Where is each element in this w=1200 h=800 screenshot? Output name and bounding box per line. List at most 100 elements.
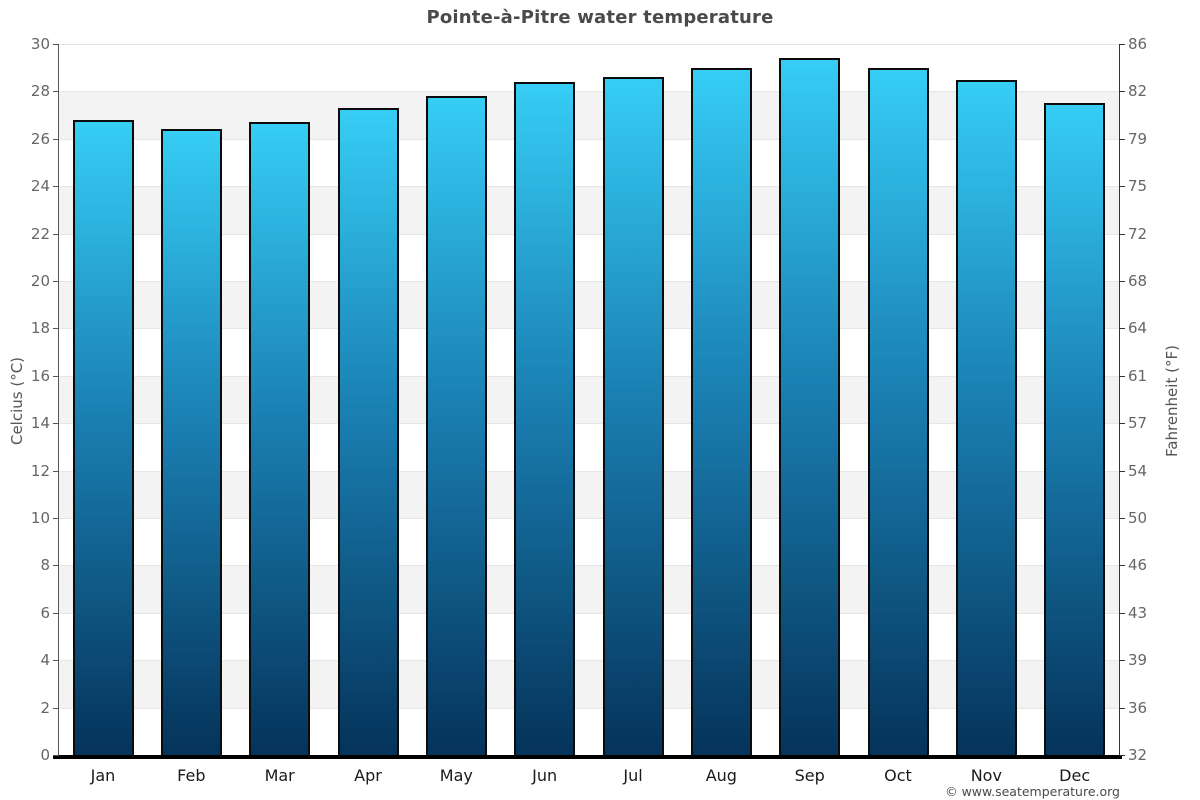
fahrenheit-tick-mark [1119,44,1125,45]
fahrenheit-tick-50: 50 [1128,509,1148,527]
bar-nov [956,79,1017,755]
fahrenheit-tick-39: 39 [1128,651,1148,670]
fahrenheit-tick-mark [1119,233,1125,235]
plot-area [59,44,1119,755]
fahrenheit-tick-mark [1119,423,1125,425]
right-axis-title: Fahrenheit (°F) [1163,345,1181,457]
grid-band [59,233,1119,281]
celsius-tick-14: 14 [30,414,50,433]
bar-may [426,96,487,755]
grid-band [59,565,1119,613]
grid-band [59,660,1119,708]
celsius-tick-20: 20 [30,272,50,290]
fahrenheit-tick-mark [1119,612,1125,614]
celsius-tick-26: 26 [30,129,50,148]
celsius-tick-22: 22 [30,224,50,243]
celsius-tick-16: 16 [30,366,50,385]
x-axis-line [53,755,1122,759]
fahrenheit-tick-72: 72 [1128,224,1148,243]
fahrenheit-tick-64: 64 [1128,319,1148,338]
celsius-tick-mark [53,755,59,756]
celsius-tick-mark [53,138,59,140]
celsius-tick-18: 18 [30,319,50,338]
celsius-tick-mark [53,44,59,45]
month-label-jun: Jun [532,766,558,785]
fahrenheit-tick-79: 79 [1128,129,1148,148]
celsius-tick-24: 24 [30,177,50,196]
celsius-tick-mark [53,518,59,519]
fahrenheit-tick-36: 36 [1128,698,1148,717]
grid-band [59,328,1119,376]
fahrenheit-tick-86: 86 [1128,35,1148,53]
bar-apr [337,107,399,755]
celsius-tick-mark [53,707,59,709]
month-label-mar: Mar [264,766,295,785]
grid-band [59,91,1119,139]
celsius-tick-mark [53,91,59,93]
fahrenheit-tick-mark [1119,470,1125,472]
fahrenheit-tick-mark [1119,138,1125,140]
fahrenheit-tick-46: 46 [1128,556,1148,575]
fahrenheit-tick-mark [1119,91,1125,93]
bar-feb [161,129,222,755]
month-label-feb: Feb [177,766,206,785]
celsius-tick-30: 30 [30,35,50,53]
celsius-tick-mark [53,660,59,662]
fahrenheit-tick-75: 75 [1128,177,1148,196]
month-label-apr: Apr [354,766,382,785]
celsius-tick-2: 2 [40,698,50,717]
left-axis-title: Celcius (°C) [8,356,26,446]
celsius-tick-mark [53,281,59,282]
celsius-tick-mark [53,375,59,377]
grid-band [59,612,1119,661]
chart-title: Pointe-à-Pitre water temperature [426,7,774,28]
celsius-tick-mark [53,470,59,472]
celsius-tick-28: 28 [30,82,50,101]
month-label-jul: Jul [623,766,643,785]
celsius-tick-12: 12 [30,461,50,480]
celsius-tick-4: 4 [40,651,50,670]
month-label-dec: Dec [1059,766,1091,785]
bar-mar [249,122,311,755]
celsius-tick-6: 6 [40,603,50,622]
celsius-tick-mark [53,328,59,330]
copyright-text: © www.seatemperature.org [945,784,1120,799]
left-y-axis-line [58,44,59,756]
fahrenheit-tick-57: 57 [1128,414,1148,433]
month-label-aug: Aug [705,766,737,785]
grid-band [59,707,1119,755]
fahrenheit-tick-mark [1119,186,1125,188]
celsius-tick-0: 0 [40,746,50,764]
bar-sep [779,58,841,755]
grid-band [59,423,1119,471]
bar-jul [602,77,664,755]
fahrenheit-tick-61: 61 [1128,366,1148,385]
bar-jan [72,119,134,755]
fahrenheit-tick-mark [1119,518,1125,519]
celsius-tick-mark [53,423,59,425]
fahrenheit-tick-43: 43 [1128,603,1148,622]
grid-band [59,375,1119,424]
celsius-tick-10: 10 [30,509,50,527]
grid-band [59,518,1119,566]
fahrenheit-tick-mark [1119,375,1125,377]
bar-oct [867,67,929,755]
celsius-tick-mark [53,186,59,188]
fahrenheit-tick-mark [1119,281,1125,282]
grid-band [59,281,1119,329]
bar-dec [1044,103,1106,755]
celsius-tick-8: 8 [40,556,50,575]
fahrenheit-tick-82: 82 [1128,82,1148,101]
fahrenheit-tick-mark [1119,565,1125,567]
month-label-nov: Nov [970,766,1002,785]
month-label-may: May [439,766,473,785]
grid-band [59,138,1119,187]
fahrenheit-tick-68: 68 [1128,272,1148,290]
grid-band [59,470,1119,518]
right-y-axis-line [1119,44,1120,756]
month-label-oct: Oct [884,766,912,785]
fahrenheit-tick-32: 32 [1128,746,1148,764]
grid-band [59,44,1119,92]
fahrenheit-tick-mark [1119,328,1125,330]
grid-band [59,186,1119,234]
